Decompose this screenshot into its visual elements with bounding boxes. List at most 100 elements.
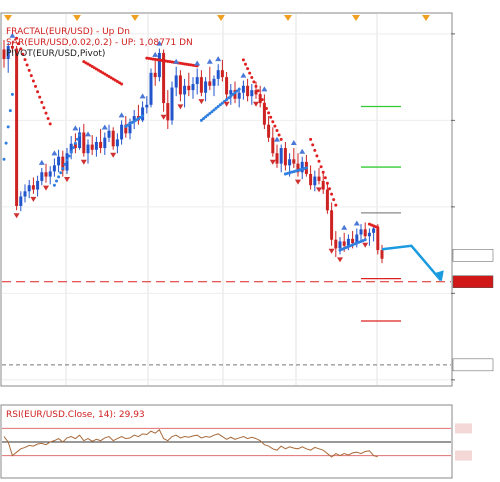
sar-dot xyxy=(55,179,58,183)
candle-body xyxy=(157,52,161,78)
legend: FRACTAL(EUR/USD) - Up Dn SAR(EUR/USD,0.0… xyxy=(6,27,193,59)
candle-body xyxy=(73,143,77,149)
candle-body xyxy=(52,165,56,172)
sar-dot xyxy=(141,114,145,118)
candle-body xyxy=(174,75,178,88)
candle-body xyxy=(103,137,107,149)
sar-dot xyxy=(262,102,266,106)
candle-body xyxy=(199,77,203,93)
candle-body xyxy=(170,87,174,121)
candles xyxy=(2,39,384,264)
fractal-down-marker xyxy=(30,196,37,202)
sar-dot xyxy=(319,165,323,169)
legend-fractal: FRACTAL(EUR/USD) - Up Dn xyxy=(6,27,130,37)
fractal-down-marker xyxy=(13,213,20,219)
candle-body xyxy=(178,75,182,95)
candle-body xyxy=(288,159,292,166)
fractal-up-marker xyxy=(38,159,45,165)
fractal-down-marker xyxy=(160,114,167,120)
top-date-marker xyxy=(4,15,12,21)
current-price-tag-bg xyxy=(452,249,494,262)
sar-dot xyxy=(61,167,65,171)
candle-body xyxy=(149,72,153,105)
sar-dot xyxy=(38,95,42,99)
sar-dot xyxy=(19,47,23,51)
sar-dot xyxy=(334,203,338,207)
sar-dot xyxy=(44,111,48,115)
fractal-down-marker xyxy=(337,257,343,263)
candle-body xyxy=(78,132,82,149)
legend-pivot: PIVOT(EUR/USD,Pivot) xyxy=(6,49,105,59)
fractal-up-marker xyxy=(215,56,222,62)
sar-dot xyxy=(218,103,222,107)
sar-dot xyxy=(34,84,37,88)
sar-dot xyxy=(332,198,336,202)
fractal-up-marker xyxy=(353,220,360,226)
candle-body xyxy=(31,185,35,190)
sar-dot xyxy=(311,143,315,147)
fractal-up-marker xyxy=(299,148,306,154)
candle-body xyxy=(359,229,363,235)
candle-body xyxy=(317,176,321,181)
fractal-up-marker xyxy=(156,40,163,46)
candle-body xyxy=(300,161,304,173)
forecast-arrow xyxy=(381,244,444,282)
candle-body xyxy=(19,196,23,206)
rsi-tick-bg xyxy=(455,423,472,434)
rsi-tick-bg xyxy=(455,437,472,447)
sar-dot xyxy=(254,84,258,88)
sar-dot xyxy=(363,238,367,242)
sar-dot xyxy=(8,109,12,113)
sar-dot xyxy=(279,137,283,141)
sar-dot xyxy=(69,150,73,154)
main-panel xyxy=(0,12,453,387)
top-date-marker xyxy=(352,15,360,21)
sar-dot xyxy=(269,115,273,119)
fractal-down-marker xyxy=(110,152,117,158)
sar-dot xyxy=(275,129,279,133)
sar-dot xyxy=(315,154,319,158)
sar-dot xyxy=(21,52,25,56)
fractal-up-marker xyxy=(194,60,201,66)
candle-body xyxy=(153,72,157,78)
candle-body xyxy=(241,85,245,93)
sar-dot xyxy=(46,116,50,120)
fractal-up-marker xyxy=(173,58,180,64)
sar-dot xyxy=(317,159,321,163)
candle-body xyxy=(313,176,317,186)
fractal-down-marker xyxy=(64,176,70,182)
candle-body xyxy=(338,241,342,249)
sar-dot xyxy=(52,183,56,187)
top-date-marker xyxy=(131,15,139,21)
candle-body xyxy=(132,116,136,123)
candle-body xyxy=(15,48,19,206)
candle-body xyxy=(36,180,40,190)
fractal-up-marker xyxy=(85,131,91,137)
candle-body xyxy=(90,144,94,150)
rsi-line xyxy=(3,428,378,458)
sar-dot xyxy=(265,106,268,110)
fractal-down-marker xyxy=(362,242,369,248)
candle-body xyxy=(309,173,313,186)
candle-body xyxy=(258,94,262,104)
candle-body xyxy=(145,104,149,108)
fractal-down-marker xyxy=(269,159,276,165)
fractal-up-marker xyxy=(139,93,146,99)
fractal-up-marker xyxy=(101,124,108,130)
fractal-up-marker xyxy=(240,72,247,78)
candle-body xyxy=(69,143,73,154)
candle-body xyxy=(334,239,338,249)
candle-body xyxy=(183,85,187,95)
sar-dot xyxy=(229,94,233,98)
candle-body xyxy=(128,122,132,134)
price-axis xyxy=(451,33,455,381)
candle-body xyxy=(271,137,275,154)
candle-body xyxy=(162,52,166,104)
sar-dot xyxy=(29,74,33,78)
candle-body xyxy=(6,45,10,59)
sar-dot xyxy=(256,89,260,93)
price-tags xyxy=(452,249,494,372)
candle-body xyxy=(82,132,86,154)
forecast-arrowhead xyxy=(433,270,444,282)
sar-dot xyxy=(321,170,325,174)
